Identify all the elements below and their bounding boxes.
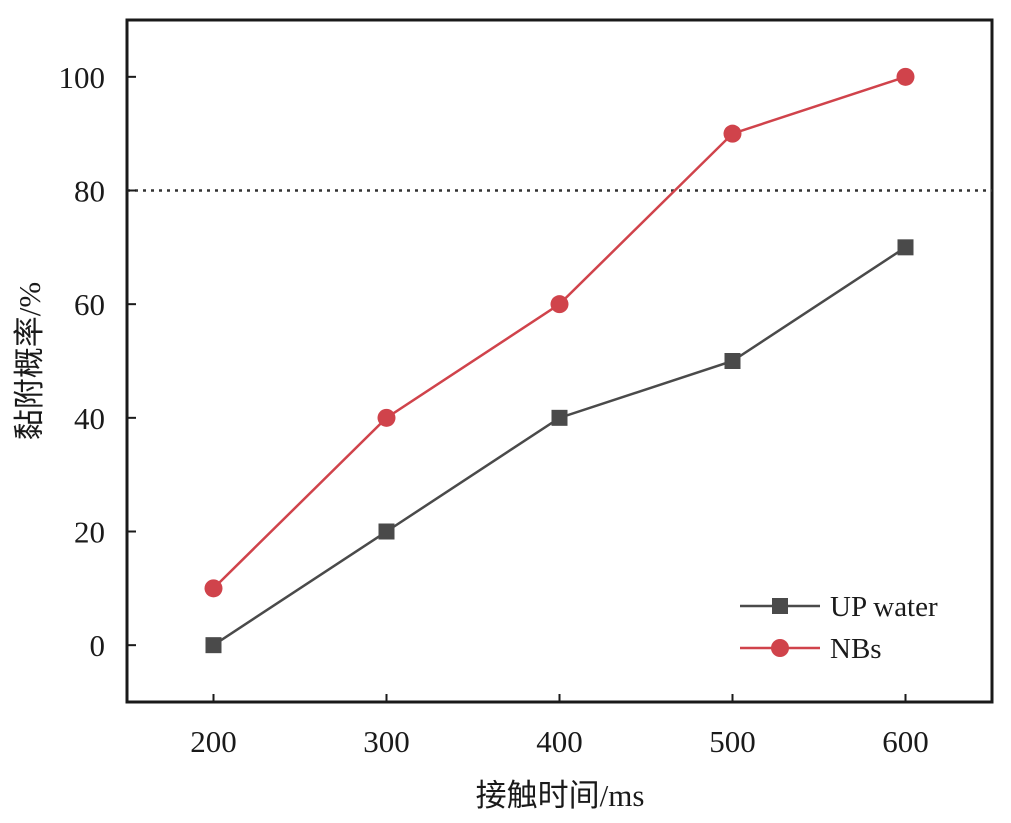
- data-point: [377, 408, 396, 427]
- x-axis: 200 300 400 500 600: [190, 694, 929, 759]
- legend-item-up-water: UP water: [740, 591, 938, 623]
- legend: UP water NBs: [740, 591, 938, 665]
- y-tick-label: 100: [59, 60, 106, 95]
- data-point: [205, 637, 222, 654]
- legend-marker: [771, 639, 789, 657]
- x-tick-label: 200: [190, 724, 237, 759]
- y-tick-label: 20: [74, 515, 105, 550]
- y-tick-label: 0: [90, 628, 106, 663]
- data-point: [897, 239, 914, 256]
- data-point: [724, 353, 741, 369]
- legend-item-nbs: NBs: [740, 633, 882, 665]
- data-point: [378, 523, 395, 540]
- series-up-water: [205, 239, 914, 654]
- x-tick-label: 300: [363, 724, 410, 759]
- data-point: [550, 295, 569, 314]
- y-axis: 0 20 40 60 80 100: [59, 60, 136, 663]
- legend-label: UP water: [830, 591, 938, 623]
- y-axis-title: 黏附概率/%: [12, 282, 47, 440]
- data-point: [204, 579, 223, 598]
- legend-label: NBs: [830, 633, 882, 665]
- y-tick-label: 60: [74, 287, 105, 322]
- x-axis-title: 接触时间/ms: [476, 778, 645, 813]
- x-tick-label: 600: [882, 724, 929, 759]
- data-point: [551, 409, 568, 426]
- x-tick-label: 500: [709, 724, 756, 759]
- series-layer: [204, 67, 915, 654]
- data-point: [896, 67, 915, 86]
- series-line-nbs: [212, 75, 906, 590]
- x-tick-label: 400: [536, 724, 583, 759]
- legend-marker: [772, 598, 788, 614]
- y-tick-label: 40: [74, 401, 105, 436]
- data-point: [723, 124, 742, 143]
- series-nbs: [204, 67, 915, 598]
- y-tick-label: 80: [74, 174, 105, 209]
